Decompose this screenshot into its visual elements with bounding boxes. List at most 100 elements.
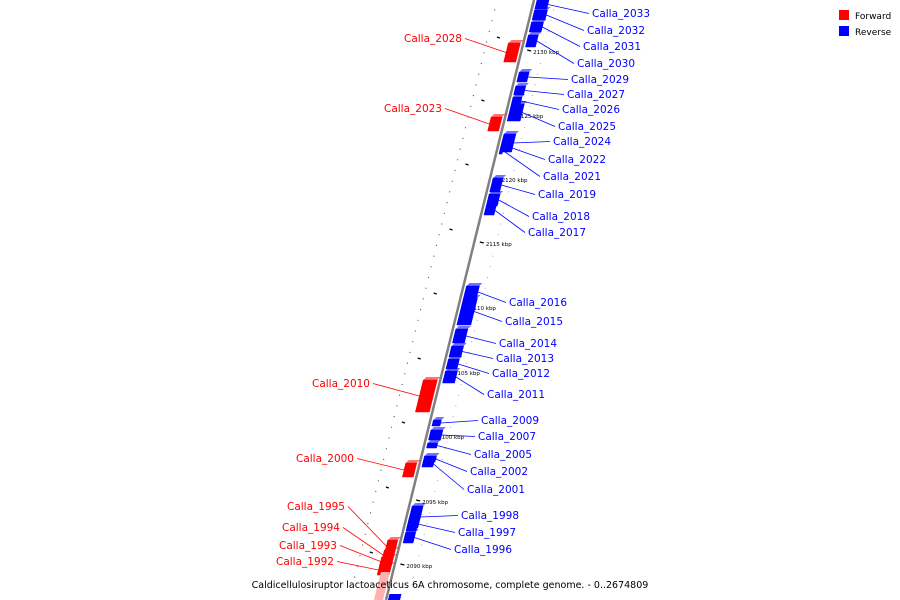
minor-tick [435,244,438,246]
gene-label: Calla_2016 [509,297,567,309]
minor-tick [369,512,372,514]
minor-tick [531,95,533,97]
gene-bevel [489,191,504,194]
gene-body [431,419,442,427]
tick-label: 2120 kbp [502,178,528,184]
minor-tick [458,394,460,396]
gene-label: Calla_2000 [296,453,354,465]
minor-tick [414,330,416,332]
minor-tick [545,41,547,43]
minor-tick [480,62,482,65]
gene-bevel [528,32,542,35]
label-leader [417,523,456,533]
minor-tick [422,298,424,300]
legend: Forward Reverse [839,10,892,38]
label-leader [494,210,526,233]
minor-tick [521,137,523,139]
label-leader [444,108,490,125]
minor-tick [491,20,493,22]
minor-tick [492,255,494,257]
minor-tick [438,234,440,236]
minor-tick [537,73,539,75]
minor-tick [361,544,364,546]
minor-tick [398,394,401,396]
reverse-gene [402,529,419,544]
gene-body [426,442,439,449]
gene-bevel [534,7,551,10]
minor-tick [413,576,415,578]
minor-tick [442,458,444,460]
minor-tick [513,170,515,171]
gene-label: Calla_2028 [404,33,462,45]
gene-label: Calla_2026 [562,104,620,116]
minor-tick [454,169,456,172]
reverse-gene [448,343,467,358]
minor-tick [553,9,555,11]
minor-tick [462,137,464,139]
minor-tick [354,576,356,578]
minor-tick [412,341,414,343]
minor-tick [431,501,433,503]
gene-bevel [508,40,524,43]
gene-bevel [387,537,401,540]
gene-label: Calla_2015 [505,316,563,328]
label-leader [347,506,387,547]
minor-tick [524,127,526,129]
gene-bevel [448,356,463,359]
minor-tick [367,523,369,525]
minor-tick [476,319,478,321]
minor-tick [518,148,520,150]
gene-body [402,462,418,478]
gene-bevel [423,377,441,380]
minor-tick [465,362,467,364]
gene-label: Calla_2029 [571,74,629,86]
label-leader [414,537,452,550]
gene-bevel [466,283,483,286]
label-leader [455,376,485,395]
gene-body [452,328,469,344]
reverse-gene-partial [388,594,402,600]
minor-tick [493,9,496,11]
minor-tick [542,52,544,54]
minor-tick [455,405,457,407]
legend-reverse-swatch [839,26,849,36]
gene-label: Calla_1994 [282,522,340,534]
gene-bevel [491,114,506,117]
reverse-gene [513,83,529,96]
label-leader [336,561,379,571]
gene-bevel [430,427,446,430]
gene-bevel [493,175,507,178]
minor-tick [447,437,449,439]
chromosome-backbone [384,0,536,600]
label-leader [441,434,476,437]
minor-tick [401,383,403,386]
minor-tick [539,63,541,64]
tick-mark [400,563,405,566]
label-leader [440,420,479,424]
gene-label: Calla_2031 [583,41,641,53]
minor-tick [451,180,453,182]
minor-tick [500,223,502,225]
gene-bevel [405,529,419,532]
minor-tick [456,159,459,161]
gene-bevel [424,453,440,456]
minor-tick [425,287,427,289]
gene-label: Calla_2001 [467,484,525,496]
minor-tick [441,223,443,225]
minor-tick [450,426,452,428]
reverse-gene [483,203,500,216]
forward-gene-partial [374,585,387,600]
minor-tick [396,405,398,407]
minor-tick [488,30,490,32]
label-leader [435,458,468,472]
reverse-gene [442,368,461,384]
gene-body [445,358,460,370]
minor-tick [415,565,417,567]
reverse-gene [431,417,445,427]
tick-label: 2110 kbp [470,306,496,312]
minor-tick [383,458,385,460]
minor-tick [443,212,445,214]
reverse-gene [489,175,507,193]
genome-caption: Caldicellulosiruptor lactoaceticus 6A ch… [252,580,649,591]
